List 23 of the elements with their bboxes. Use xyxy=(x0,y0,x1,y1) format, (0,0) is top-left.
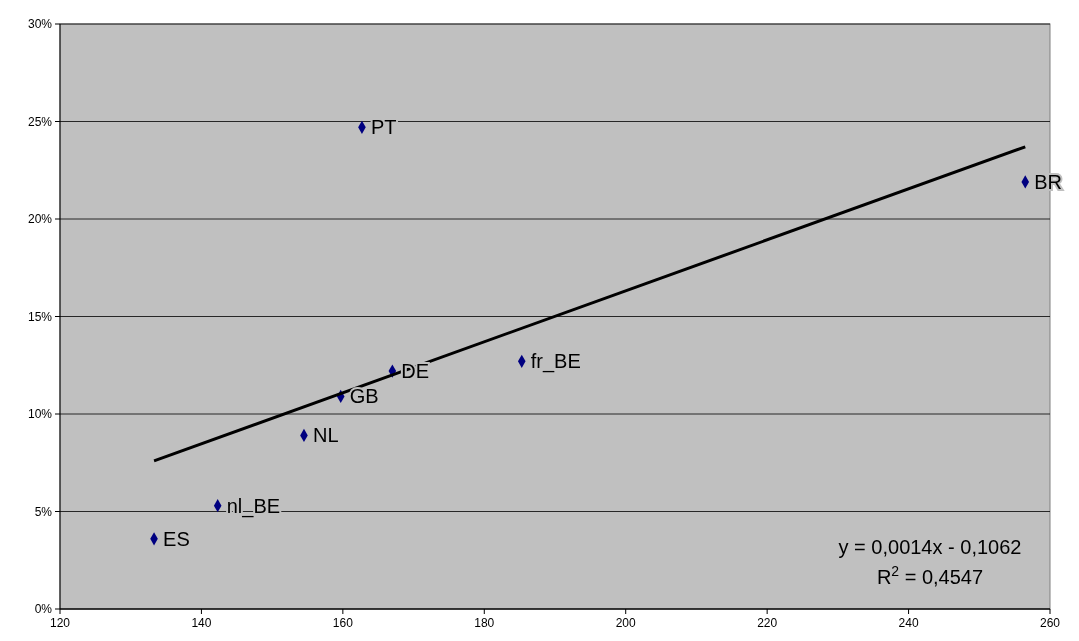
x-tick-label: 160 xyxy=(332,616,354,630)
x-tick-label: 120 xyxy=(49,616,71,630)
annotation: NL xyxy=(312,424,339,447)
y-tick-label: 0% xyxy=(34,602,53,617)
annotation: R$^{2}$ = 0,4547 xyxy=(876,563,984,588)
annotation: BR xyxy=(1034,170,1063,193)
y-tick-label: 5% xyxy=(34,504,53,519)
y-tick-label: 10% xyxy=(27,407,53,422)
y-tick-label: 25% xyxy=(27,114,53,129)
x-tick-label: 240 xyxy=(898,616,919,630)
annotation: fr_BE xyxy=(530,350,581,374)
annotation: y = 0,0014x - 0,1062 xyxy=(838,536,1022,558)
x-tick-label: 200 xyxy=(615,616,637,630)
y-tick-label: 30% xyxy=(27,17,53,32)
annotation: ES xyxy=(163,527,190,550)
y-tick-label: 15% xyxy=(27,309,53,324)
x-tick-label: 140 xyxy=(191,616,212,630)
x-tick-label: 180 xyxy=(474,616,495,630)
annotation: PT xyxy=(370,116,397,139)
annotation: GB xyxy=(349,385,379,408)
y-tick-label: 20% xyxy=(27,212,53,227)
x-tick-label: 220 xyxy=(757,616,778,630)
x-tick-label: 260 xyxy=(1039,616,1061,630)
